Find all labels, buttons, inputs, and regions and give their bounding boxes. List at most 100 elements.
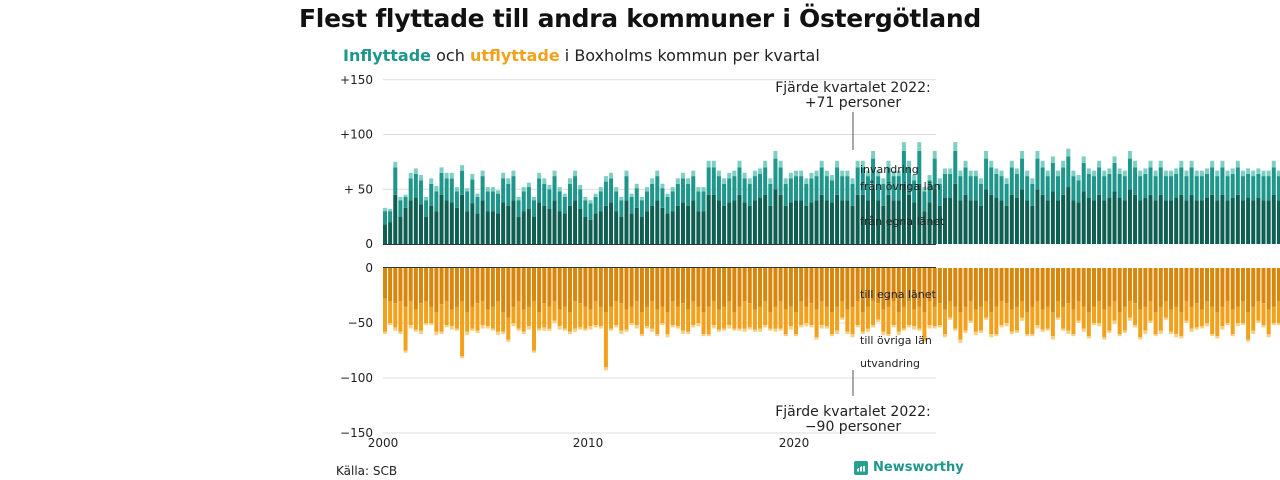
bar-in-other [881, 183, 886, 206]
bar-in-own [1215, 200, 1220, 244]
y-tick-label-bottom: −50 [348, 316, 373, 330]
x-tick-label: 2020 [779, 436, 810, 450]
y-tick-label-bottom: −150 [340, 426, 373, 440]
bar-out-emig [881, 331, 886, 336]
bar-out-other [968, 301, 973, 321]
bar-out-other [454, 306, 459, 329]
bar-in-own [413, 198, 418, 244]
bar-out-emig [845, 331, 850, 334]
bar-out-emig [1050, 336, 1055, 340]
bar-in-immig [660, 183, 665, 189]
bar-out-own [1040, 268, 1045, 310]
bar-in-own [588, 219, 593, 244]
series-label: till egna länet [860, 288, 936, 301]
bar-in-other [629, 196, 634, 214]
bar-out-emig [1040, 329, 1045, 332]
bar-out-other [999, 301, 1004, 326]
bar-in-other [860, 167, 865, 195]
bar-out-emig [850, 334, 855, 338]
bar-in-other [896, 176, 901, 201]
bar-in-immig [480, 170, 485, 177]
bar-out-other [665, 312, 670, 334]
bar-out-other [1004, 303, 1009, 323]
bar-in-other [583, 200, 588, 217]
bar-in-other [1189, 167, 1194, 195]
bar-in-immig [953, 142, 958, 151]
bar-out-own [881, 268, 886, 310]
bar-in-own [480, 200, 485, 244]
bar-in-own [891, 200, 896, 244]
bar-in-other [516, 200, 521, 217]
bar-in-immig [881, 178, 886, 184]
bar-in-other [460, 170, 465, 195]
bar-out-emig [855, 325, 860, 328]
bar-in-own [614, 211, 619, 244]
bar-out-own [593, 268, 598, 301]
bar-out-other [932, 306, 937, 327]
bar-in-immig [552, 170, 557, 177]
bar-out-other [485, 309, 490, 327]
bar-out-own [665, 268, 670, 312]
bar-out-own [963, 268, 968, 307]
bar-out-own [1076, 268, 1081, 301]
bar-out-other [1117, 312, 1122, 334]
bar-in-own [1071, 200, 1076, 244]
bar-out-emig [1240, 323, 1245, 326]
bar-out-emig [994, 334, 999, 337]
bar-out-emig [408, 325, 413, 329]
bar-in-own [1174, 198, 1179, 244]
bar-in-other [573, 176, 578, 201]
bar-in-immig [1086, 168, 1091, 174]
bar-out-emig [547, 328, 552, 331]
bar-in-own [860, 194, 865, 244]
bar-out-other [1148, 301, 1153, 321]
y-tick-label-top: +150 [340, 73, 373, 87]
bar-out-own [460, 268, 465, 301]
bar-out-own [1230, 268, 1235, 310]
bar-out-emig [999, 325, 1004, 328]
bar-out-other [470, 306, 475, 329]
bar-out-emig [696, 323, 701, 327]
bar-out-own [886, 268, 891, 307]
bar-out-emig [1009, 331, 1014, 334]
bar-in-other [1143, 173, 1148, 199]
bar-out-emig [711, 325, 716, 329]
bar-in-other [1127, 158, 1132, 190]
bar-out-emig [516, 328, 521, 331]
brand-name: Newsworthy [873, 460, 964, 475]
bar-out-own [901, 268, 906, 307]
bar-out-own [788, 268, 793, 307]
bar-out-other [1210, 306, 1215, 334]
bar-out-emig [1158, 330, 1163, 334]
bar-out-own [1174, 268, 1179, 307]
bar-in-immig [752, 170, 757, 177]
bar-in-own [1205, 198, 1210, 244]
bar-out-emig [460, 356, 465, 359]
bar-in-own [424, 216, 429, 244]
bar-in-immig [732, 170, 737, 177]
bar-in-other [1020, 158, 1025, 190]
bar-in-other [932, 158, 937, 190]
bar-out-other [973, 309, 978, 332]
bar-in-immig [758, 168, 763, 174]
bar-out-emig [896, 331, 901, 336]
bar-in-own [901, 183, 906, 244]
bar-out-own [1025, 268, 1030, 312]
bar-in-immig [824, 170, 829, 177]
bar-in-immig [1133, 160, 1138, 168]
series-label: invandring [860, 163, 919, 176]
bar-out-own [1091, 268, 1096, 307]
bar-out-other [639, 312, 644, 334]
bar-out-emig [737, 328, 742, 331]
bar-out-other [624, 309, 629, 330]
bar-out-other [593, 301, 598, 326]
bar-out-own [547, 268, 552, 307]
bar-in-own [932, 189, 937, 244]
bar-out-other [1194, 303, 1199, 328]
bar-in-other [660, 188, 665, 208]
bar-in-own [1240, 200, 1245, 244]
bar-in-immig [1235, 160, 1240, 168]
bar-in-immig [542, 178, 547, 184]
bar-in-immig [403, 194, 408, 197]
bar-in-other [429, 183, 434, 206]
